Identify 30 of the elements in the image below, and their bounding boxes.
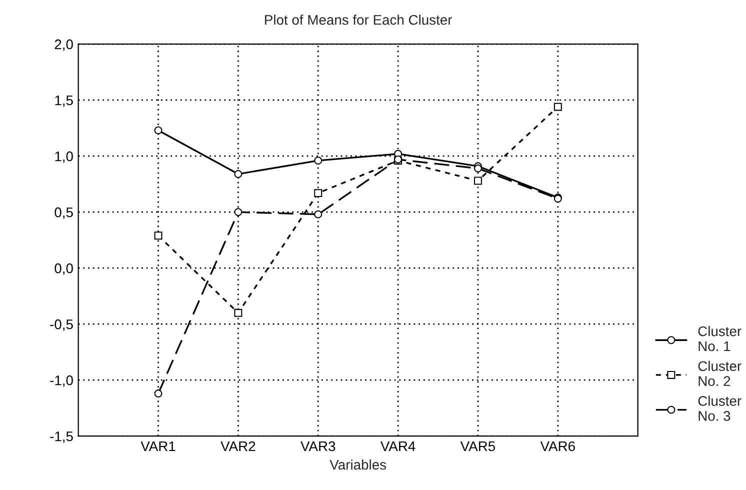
point	[234, 170, 242, 178]
point	[314, 156, 322, 165]
y-tick-label: 0,5	[54, 207, 73, 219]
point	[154, 232, 162, 240]
point	[554, 102, 562, 111]
point	[234, 208, 242, 216]
x-tick-label: VAR5	[460, 441, 496, 452]
point	[154, 126, 162, 134]
point	[154, 390, 162, 398]
y-tick-label: 1,0	[55, 151, 73, 163]
x-tick-label: VAR1	[140, 441, 176, 452]
x-tick-label: VAR6	[540, 441, 575, 452]
y-tick-label: -1,0	[50, 375, 73, 387]
x-tick-label: VAR2	[220, 441, 256, 452]
y-tick-label: 2,0	[54, 39, 73, 51]
point	[314, 210, 322, 218]
y-tick-label: 1,5	[55, 96, 73, 107]
x-tick-label: VAR4	[380, 441, 416, 452]
y-tick-label: -0,5	[50, 319, 73, 331]
legend-label: Cluster No. 3	[698, 396, 742, 421]
chart-title: Plot of Means for Each Cluster	[265, 14, 452, 25]
x-axis-title: Variables	[330, 459, 386, 470]
y-tick-label: 0,0	[54, 263, 73, 275]
point	[314, 189, 322, 198]
legend-label: Cluster No. 2	[698, 360, 742, 386]
point	[234, 308, 242, 317]
point	[474, 176, 482, 185]
legend-label: Cluster No. 1	[698, 326, 742, 352]
y-tick-label: -1,5	[50, 432, 73, 443]
x-tick-label: VAR3	[300, 441, 336, 452]
